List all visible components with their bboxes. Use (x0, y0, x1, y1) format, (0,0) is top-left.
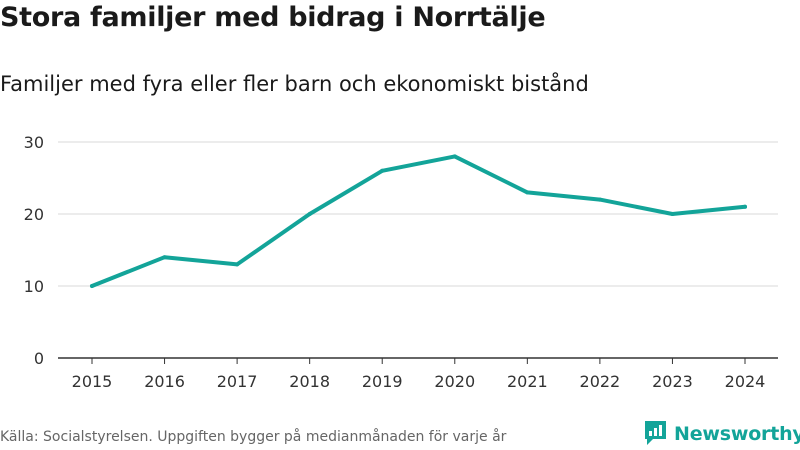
x-tick-label-2016: 2016 (144, 372, 185, 391)
gridlines (58, 141, 778, 287)
y-tick-label-30: 30 (24, 133, 44, 152)
data-point-2017 (235, 262, 240, 267)
y-axis-ticks: 0 10 20 30 (24, 133, 44, 368)
data-point-2016 (162, 255, 167, 260)
x-tick-label-2020: 2020 (434, 372, 475, 391)
data-point-2019 (380, 168, 385, 173)
x-tick-label-2018: 2018 (289, 372, 330, 391)
chart-title: Stora familjer med bidrag i Norrtälje (0, 2, 546, 33)
data-point-2024 (743, 204, 747, 209)
series (90, 154, 747, 288)
x-tick-label-2021: 2021 (507, 372, 548, 391)
data-point-2015 (90, 284, 94, 288)
y-tick-label-10: 10 (24, 277, 44, 296)
y-tick-label-20: 20 (24, 205, 44, 224)
chart-subtitle: Familjer med fyra eller fler barn och ek… (0, 72, 589, 96)
x-tick-label-2023: 2023 (652, 372, 693, 391)
newsworthy-logo[interactable]: Newsworthy (643, 420, 800, 447)
data-point-2022 (597, 197, 602, 202)
source-note: Källa: Socialstyrelsen. Uppgiften bygger… (0, 429, 507, 445)
data-point-2023 (670, 212, 675, 216)
x-tick-label-2015: 2015 (72, 372, 113, 391)
data-point-2020 (452, 154, 457, 159)
x-axis-ticks: 2015 2016 2017 2018 2019 2020 2021 2022 2023 2024 (72, 358, 766, 391)
x-tick-label-2022: 2022 (580, 372, 621, 391)
x-tick-label-2024: 2024 (725, 372, 766, 391)
data-point-2021 (525, 190, 530, 195)
x-tick-label-2017: 2017 (217, 372, 258, 391)
x-tick-label-2019: 2019 (362, 372, 403, 391)
y-tick-label-0: 0 (34, 349, 44, 368)
newsworthy-logo-icon (645, 421, 666, 445)
newsworthy-logo-text: Newsworthy (674, 422, 800, 445)
data-point-2018 (307, 212, 312, 216)
series-line-0 (90, 154, 747, 288)
